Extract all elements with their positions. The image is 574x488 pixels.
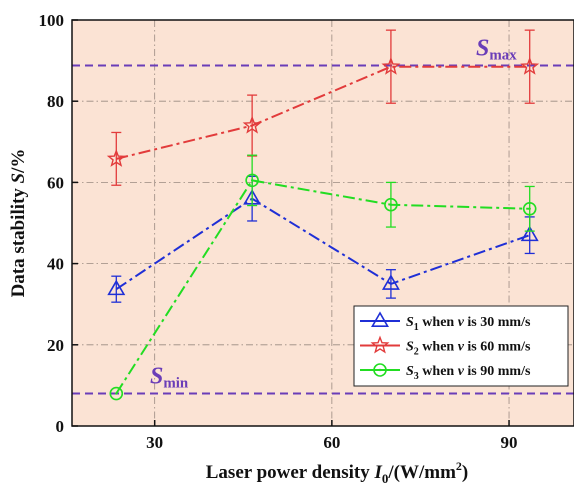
x-tick-label-1: 60 xyxy=(323,433,340,452)
y-tick-label-2: 40 xyxy=(47,255,64,274)
data-point-s3-2-center xyxy=(389,203,393,206)
y-tick-label-0: 0 xyxy=(56,417,65,436)
legend-item-s3: S3 when v is 90 mm/s xyxy=(360,363,531,382)
data-point-s3-1 xyxy=(245,173,259,188)
y-tick-label-4: 80 xyxy=(47,92,64,111)
series-line-s1 xyxy=(115,197,531,291)
data-point-s2-2 xyxy=(381,56,401,75)
data-point-s3-2 xyxy=(384,197,398,212)
series-layer xyxy=(106,29,540,401)
data-point-s1-2 xyxy=(381,274,400,290)
data-point-s3-3-center xyxy=(528,207,531,210)
data-point-s1-0 xyxy=(107,279,126,296)
axis-titles: Laser power density I0/(W/mm2) Data stabi… xyxy=(8,149,468,486)
plot-frame xyxy=(71,19,574,427)
series-line-s3 xyxy=(115,179,530,395)
x-axis-title: Laser power density I0/(W/mm2) xyxy=(206,459,469,486)
data-point-s3-3 xyxy=(522,201,537,216)
legend-marker-s3-center xyxy=(378,368,382,372)
y-tick-label-5: 100 xyxy=(39,11,65,30)
legend-item-s1: S1 when v is 30 mm/s xyxy=(360,311,531,333)
data-point-s3-0-center xyxy=(115,392,118,395)
reference-label-s-max: Smax xyxy=(476,35,517,63)
legend: S1 when v is 30 mm/s S2 when v is 60 mm/s… xyxy=(353,305,569,387)
reference-lines: Smax Smin xyxy=(72,35,574,395)
data-point-s1-3 xyxy=(520,225,539,242)
y-tick-label-1: 20 xyxy=(47,336,64,355)
data-point-s2-3 xyxy=(520,56,540,75)
legend-label-s3: S3 when v is 90 mm/s xyxy=(406,364,531,382)
series-line-s2 xyxy=(116,65,530,160)
legend-marker-s1 xyxy=(371,311,389,328)
data-point-s3-1-center xyxy=(250,179,254,182)
x-tick-label-0: 30 xyxy=(146,433,163,452)
y-tick-label-3: 60 xyxy=(47,173,64,192)
data-point-s2-0 xyxy=(106,148,126,167)
legend-item-s2: S2 when v is 60 mm/s xyxy=(360,335,531,358)
data-point-s3-0 xyxy=(109,386,124,401)
series-s2 xyxy=(106,29,540,186)
legend-marker-s2 xyxy=(370,335,390,354)
legend-label-s2: S2 when v is 60 mm/s xyxy=(406,340,531,358)
y-axis-title: Data stability S/% xyxy=(8,149,29,298)
series-s3 xyxy=(109,154,537,401)
legend-marker-s3 xyxy=(373,363,387,377)
reference-label-s-min: Smin xyxy=(150,364,189,392)
ticks: 30 60 90 0 20 40 60 80 100 xyxy=(39,11,518,452)
x-tick-label-2: 90 xyxy=(501,433,518,452)
legend-label-s1: S1 when v is 30 mm/s xyxy=(406,315,531,333)
data-point-s2-1 xyxy=(242,115,262,134)
